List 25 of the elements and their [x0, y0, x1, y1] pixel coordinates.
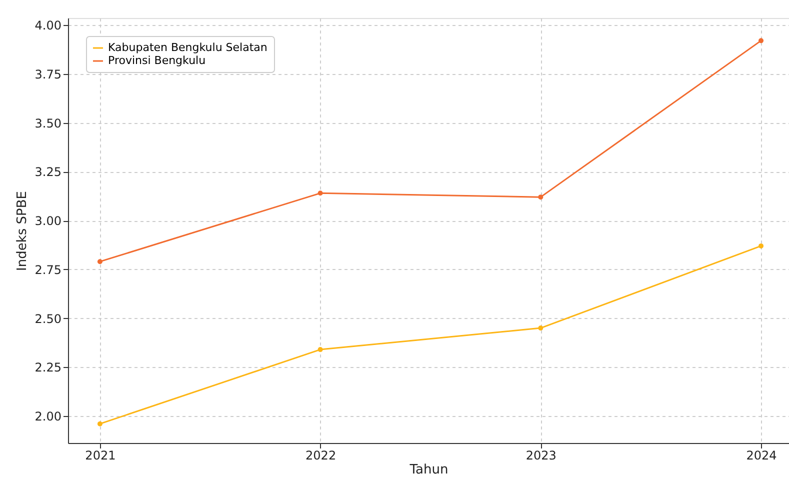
y-tick-label: 4.00 — [34, 18, 62, 33]
y-tick-label: 3.50 — [34, 116, 62, 130]
point — [97, 259, 102, 264]
x-axis-title: Tahun — [408, 462, 448, 477]
y-tick-label: 2.75 — [34, 262, 62, 277]
y-tick-label: 3.75 — [34, 67, 62, 82]
x-tick-label: 2024 — [746, 448, 777, 462]
point — [97, 421, 102, 426]
x-tick-label: 2021 — [85, 448, 116, 462]
point — [538, 326, 544, 331]
x-tick-label: 2023 — [526, 448, 556, 462]
point — [318, 347, 323, 352]
y-tick-label: 3.00 — [34, 214, 62, 228]
x-tick-label: 2022 — [306, 448, 336, 462]
y-tick-label: 2.50 — [34, 312, 62, 326]
y-tick-label: 2.00 — [34, 410, 62, 424]
point — [758, 38, 764, 44]
legend-label: Provinsi Bengkulu — [108, 54, 206, 67]
y-axis-title: Indeks SPBE — [14, 191, 30, 271]
point — [318, 190, 323, 196]
point — [758, 243, 764, 248]
point — [538, 194, 544, 200]
y-tick-label: 2.25 — [34, 360, 62, 375]
legend-label: Kabupaten Bengkulu Selatan — [108, 41, 268, 54]
y-tick-label: 3.25 — [34, 165, 62, 180]
